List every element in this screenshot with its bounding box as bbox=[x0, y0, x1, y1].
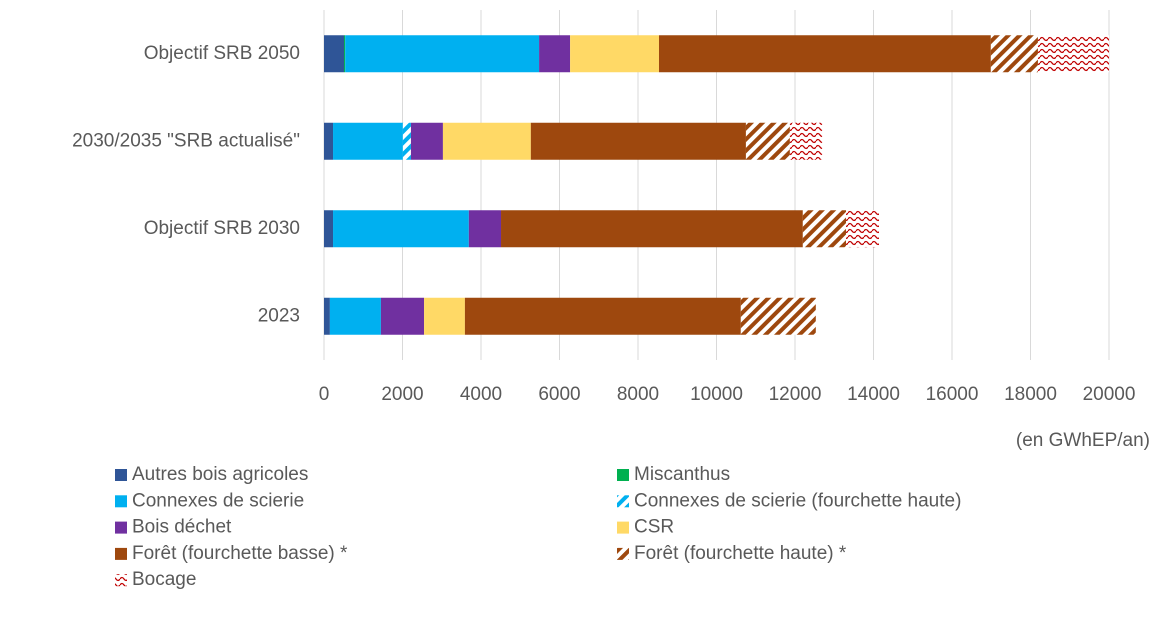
bar-segment bbox=[468, 210, 502, 248]
legend-swatch bbox=[617, 521, 629, 534]
y-tick-label: 2023 bbox=[258, 305, 300, 326]
x-tick-label: 20000 bbox=[1083, 384, 1136, 405]
legend-swatch bbox=[115, 547, 127, 560]
legend-label: Autres bois agricoles bbox=[132, 464, 308, 485]
legend-label: CSR bbox=[634, 517, 674, 538]
legend-swatch bbox=[617, 495, 629, 508]
legend-label: Forêt (fourchette haute) * bbox=[634, 543, 847, 564]
legend-label: Forêt (fourchette basse) * bbox=[132, 543, 348, 564]
legend-label: Bois déchet bbox=[132, 517, 232, 538]
bar-segment bbox=[464, 297, 741, 335]
legend-swatch bbox=[617, 547, 629, 560]
bar-segment bbox=[789, 122, 823, 160]
legend-swatch bbox=[115, 495, 127, 508]
bar-segment bbox=[745, 122, 790, 160]
bar-segment bbox=[539, 35, 571, 73]
bar-segment bbox=[570, 35, 659, 73]
bar-segment bbox=[802, 210, 847, 248]
bar-segment bbox=[990, 35, 1038, 73]
bar-segment bbox=[333, 122, 403, 160]
x-axis-label: (en GWhEP/an) bbox=[1016, 430, 1150, 451]
x-tick-label: 4000 bbox=[460, 384, 502, 405]
legend-label: Connexes de scierie bbox=[132, 490, 304, 511]
x-tick-label: 18000 bbox=[1004, 384, 1057, 405]
x-tick-label: 14000 bbox=[847, 384, 900, 405]
bar-segment bbox=[424, 297, 465, 335]
x-tick-label: 0 bbox=[319, 384, 330, 405]
y-tick-label: Objectif SRB 2030 bbox=[144, 218, 300, 239]
bar-segment bbox=[345, 35, 540, 73]
bar-segment bbox=[530, 122, 746, 160]
y-tick-label: 2030/2035 "SRB actualisé" bbox=[72, 130, 300, 151]
x-tick-label: 8000 bbox=[617, 384, 659, 405]
legend-swatch bbox=[115, 574, 127, 587]
bar-segment bbox=[333, 210, 469, 248]
bar-segment bbox=[329, 297, 381, 335]
bar-segment bbox=[740, 297, 816, 335]
legend-swatch bbox=[115, 521, 127, 534]
bar-segment bbox=[324, 122, 334, 160]
legend-swatch bbox=[617, 469, 629, 481]
x-tick-label: 6000 bbox=[538, 384, 580, 405]
bar-segment bbox=[658, 35, 991, 73]
bar-segment bbox=[324, 297, 330, 335]
bar-segment bbox=[501, 210, 803, 248]
legend-label: Connexes de scierie (fourchette haute) bbox=[634, 490, 961, 511]
legend-label: Miscanthus bbox=[634, 464, 730, 485]
y-tick-label: Objectif SRB 2050 bbox=[144, 43, 300, 64]
bar-segment bbox=[442, 122, 531, 160]
bar-segment bbox=[344, 35, 346, 73]
x-tick-label: 16000 bbox=[926, 384, 979, 405]
bar-segment bbox=[380, 297, 425, 335]
bar-segment bbox=[846, 210, 879, 248]
bar-segment bbox=[402, 122, 411, 160]
x-tick-label: 10000 bbox=[690, 384, 743, 405]
bar-segment bbox=[324, 210, 334, 248]
bar-segment bbox=[324, 35, 345, 73]
legend-swatch bbox=[115, 469, 127, 481]
legend-label: Bocage bbox=[132, 569, 196, 590]
x-tick-label: 2000 bbox=[381, 384, 423, 405]
bar-segment bbox=[410, 122, 443, 160]
x-tick-label: 12000 bbox=[769, 384, 822, 405]
bar-segment bbox=[1037, 35, 1109, 73]
